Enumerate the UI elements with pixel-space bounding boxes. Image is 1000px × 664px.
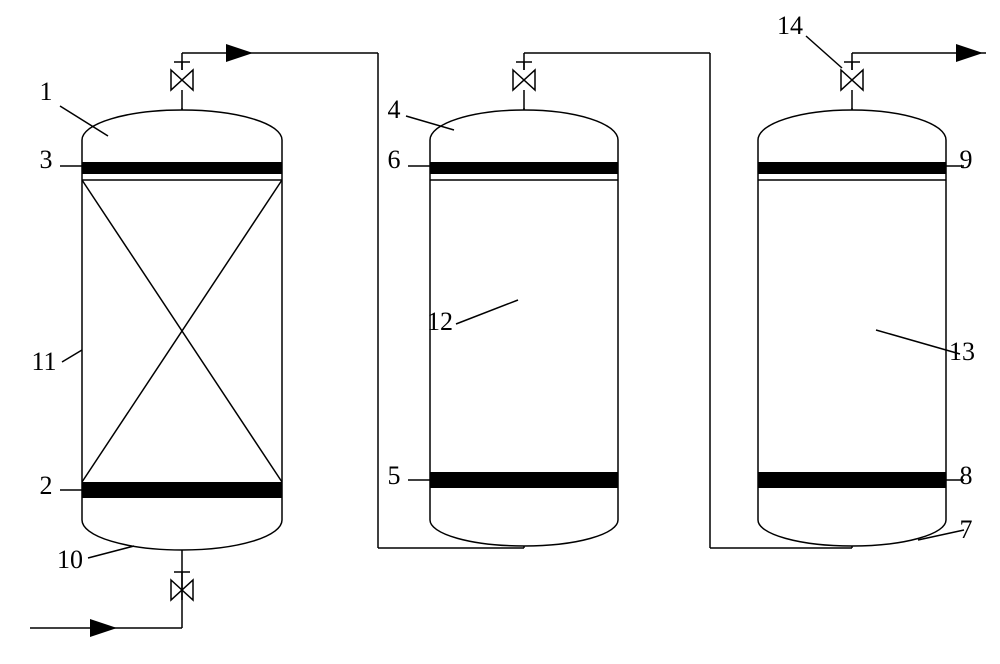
callout-label: 2	[40, 471, 53, 500]
callout-label: 14	[777, 11, 803, 40]
callout-label: 1	[40, 77, 53, 106]
callout-label: 12	[427, 307, 453, 336]
callout-label: 6	[388, 145, 401, 174]
callout-label: 3	[40, 145, 53, 174]
callout-label: 5	[388, 461, 401, 490]
callout-label: 13	[949, 337, 975, 366]
callout-label: 11	[31, 347, 56, 376]
callout-label: 10	[57, 545, 83, 574]
callout-label: 4	[388, 95, 401, 124]
callout-label: 7	[960, 515, 973, 544]
callout-label: 8	[960, 461, 973, 490]
diagram-canvas: 1311210461251491387	[0, 0, 1000, 664]
callout-label: 9	[960, 145, 973, 174]
